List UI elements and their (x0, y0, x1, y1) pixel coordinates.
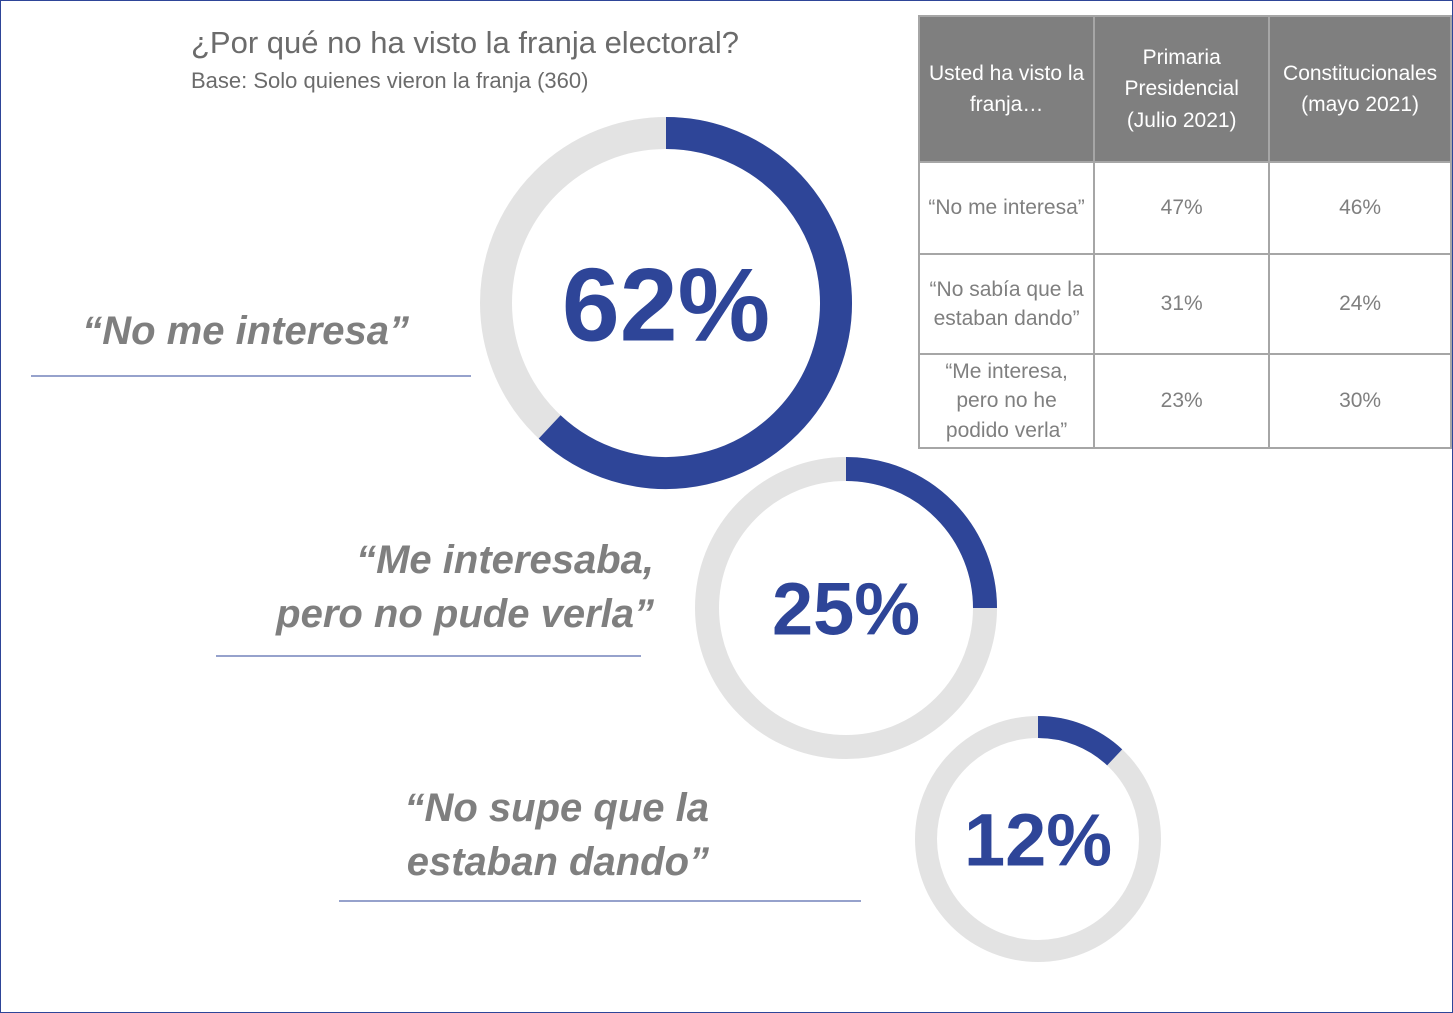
table-cell: 23% (1093, 353, 1271, 449)
table-cell: 24% (1268, 253, 1452, 355)
table-header: Usted ha visto la franja… Primaria Presi… (917, 15, 1452, 163)
value-label: 62% (562, 247, 770, 363)
value-label: 25% (772, 568, 920, 651)
donut-arc (845, 457, 997, 609)
table-row: “Me interesa, pero no he podido verla” 23… (917, 353, 1452, 449)
donut-arc (538, 117, 852, 489)
table-cell: “Me interesa, pero no he podido verla” (917, 353, 1096, 449)
table-cell: “No me interesa” (917, 161, 1096, 255)
header-cell: Usted ha visto la franja… (917, 15, 1096, 163)
donut-arc (1037, 716, 1123, 766)
value-label: 12% (964, 799, 1112, 882)
table-row: “No me interesa” 47% 46% (917, 161, 1452, 255)
table-cell: “No sabía que la estaban dando” (917, 253, 1096, 355)
category-label: “Me interesaba, pero no pude verla” (276, 538, 654, 636)
header-cell: Primaria Presidencial (Julio 2021) (1093, 15, 1271, 163)
table-cell: 46% (1268, 161, 1452, 255)
chart-title: ¿Por qué no ha visto la franja electoral… (191, 25, 739, 60)
category-label: “No me interesa” (82, 309, 409, 353)
table-cell: 47% (1093, 161, 1271, 255)
table-row: “No sabía que la estaban dando” 31% 24% (917, 253, 1452, 355)
comparison-table: Usted ha visto la franja… Primaria Presi… (917, 15, 1452, 449)
chart-subtitle: Base: Solo quienes vieron la franja (360… (191, 68, 589, 93)
category-label: “No supe que la estaban dando” (404, 786, 710, 884)
table-cell: 31% (1093, 253, 1271, 355)
table-cell: 30% (1268, 353, 1452, 449)
header-cell: Constitucionales (mayo 2021) (1268, 15, 1452, 163)
